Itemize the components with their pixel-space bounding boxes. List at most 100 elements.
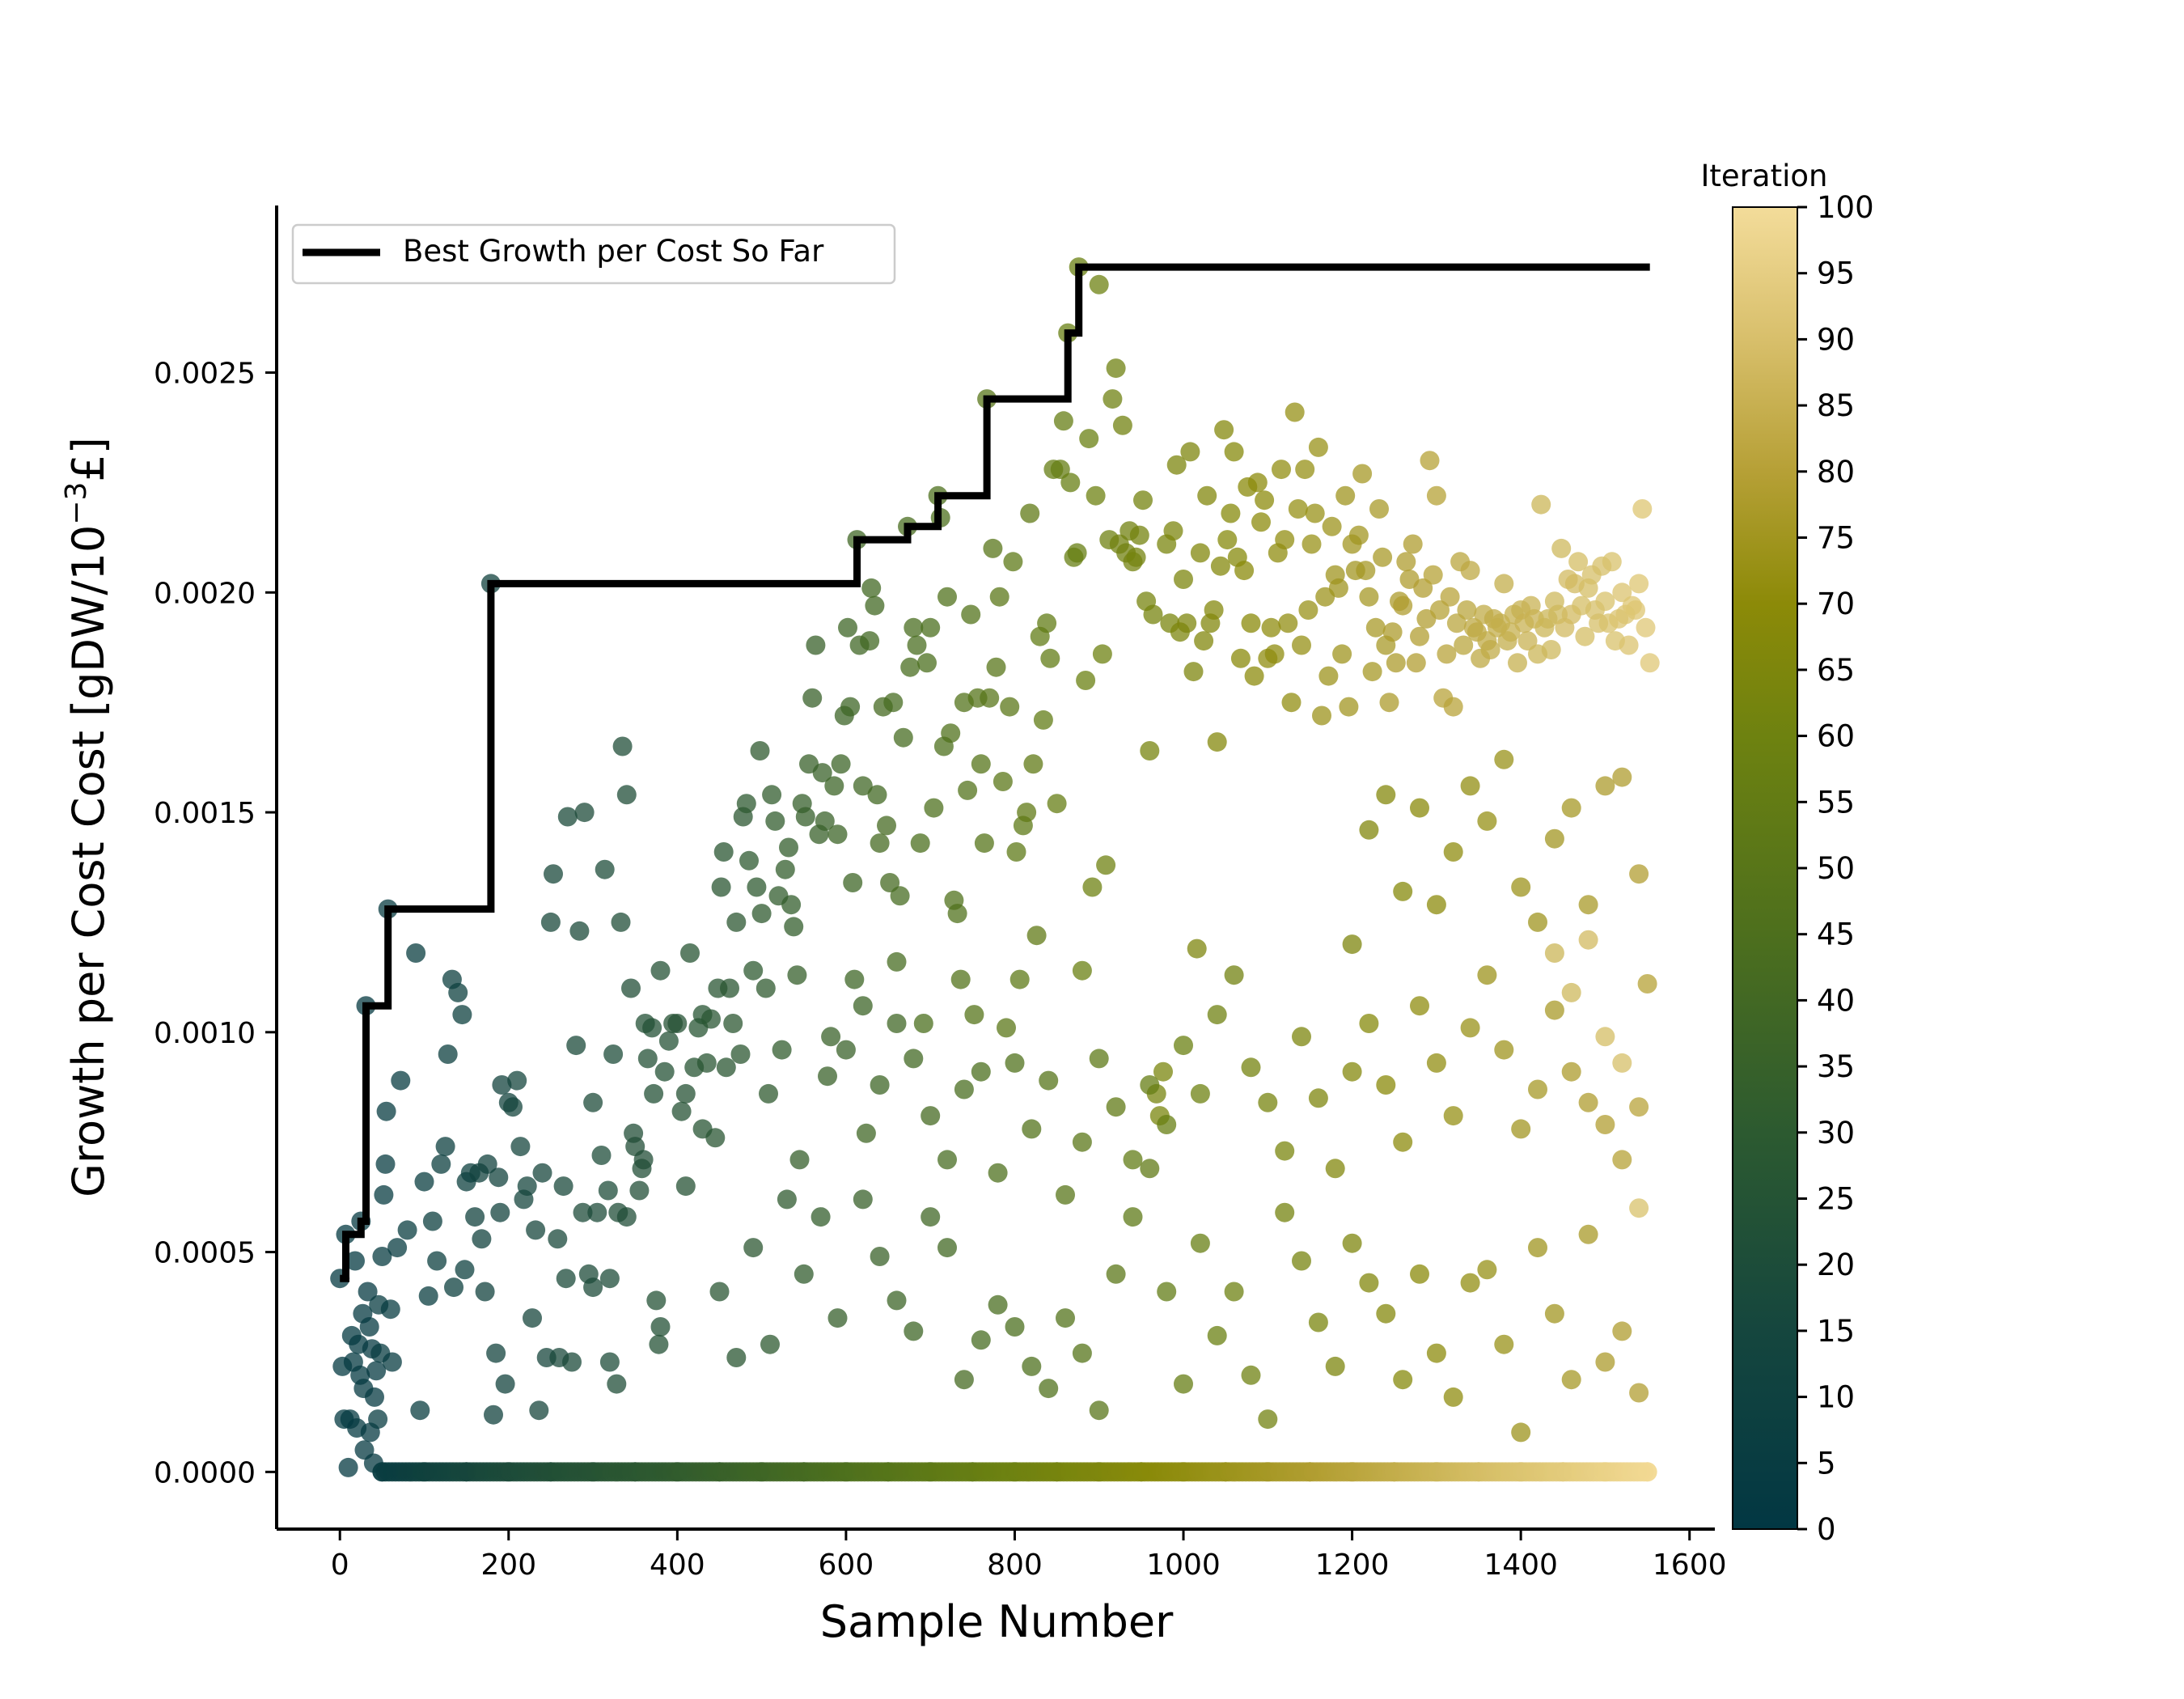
colorbar-title: Iteration (1701, 159, 1828, 193)
data-point (650, 1317, 671, 1337)
colorbar-tick-label: 70 (1817, 587, 1855, 621)
colorbar-tick-label: 75 (1817, 521, 1855, 556)
axes (275, 205, 1715, 1531)
colorbar-tick-label: 85 (1817, 388, 1855, 423)
data-point (1551, 538, 1572, 558)
colorbar-tick-label: 95 (1817, 256, 1855, 291)
data-point (1637, 974, 1657, 994)
data-point (375, 1154, 396, 1174)
y-tick-label: 0.0015 (154, 797, 256, 830)
data-point (1278, 613, 1298, 633)
data-point (359, 1317, 379, 1337)
data-point (490, 1202, 510, 1222)
data-point (1022, 1119, 1042, 1139)
data-point (1578, 1092, 1598, 1112)
data-point (1443, 1387, 1463, 1407)
colorbar-tick-label: 40 (1817, 983, 1855, 1018)
data-point (1373, 547, 1393, 567)
colorbar-tick-label: 45 (1817, 917, 1855, 952)
data-point (1342, 1233, 1362, 1253)
data-point (1072, 1132, 1092, 1152)
data-point (1292, 1251, 1311, 1271)
data-point (1204, 600, 1224, 620)
data-point (1053, 411, 1073, 431)
data-point (544, 864, 563, 884)
data-point (1544, 828, 1564, 849)
data-point (971, 754, 991, 774)
data-point (418, 1286, 438, 1306)
data-point (1106, 1264, 1126, 1284)
data-point (1426, 485, 1446, 506)
scatter-points (330, 257, 1660, 1482)
data-point (523, 1308, 542, 1328)
data-point (1578, 1224, 1598, 1244)
data-point (1352, 464, 1373, 484)
data-point (1039, 1070, 1059, 1091)
data-point (760, 1334, 780, 1354)
data-point (477, 1154, 497, 1174)
data-point (1258, 1092, 1278, 1112)
data-point (526, 1220, 546, 1240)
data-point (893, 727, 913, 748)
data-point (811, 1207, 831, 1227)
data-point (1106, 358, 1126, 379)
data-point (1207, 732, 1227, 752)
data-point (1359, 587, 1379, 607)
data-point (1393, 1370, 1413, 1390)
data-point (1511, 1422, 1531, 1443)
data-point (1251, 512, 1271, 532)
data-point (1365, 617, 1386, 638)
data-point (1000, 697, 1020, 717)
colorbar-tick-label: 30 (1817, 1116, 1855, 1150)
data-point (924, 798, 944, 818)
data-point (658, 1031, 679, 1051)
data-point (988, 1294, 1008, 1315)
data-point (671, 1101, 692, 1121)
data-point (598, 1180, 618, 1201)
data-point (743, 1238, 764, 1258)
data-point (1298, 600, 1318, 620)
data-point (465, 1207, 485, 1227)
data-point (1410, 996, 1429, 1016)
data-point (376, 1101, 396, 1121)
data-point (821, 1027, 841, 1047)
x-tick-label: 1200 (1315, 1549, 1390, 1582)
data-point (1005, 1053, 1025, 1073)
colorbar-tick-label: 50 (1817, 851, 1855, 886)
data-point (1056, 1308, 1075, 1328)
data-point (844, 969, 865, 989)
data-point (1022, 1356, 1042, 1376)
data-point (1612, 1150, 1632, 1170)
data-point (492, 1075, 512, 1095)
data-point (1241, 1057, 1261, 1078)
data-point (599, 1352, 620, 1372)
data-point (406, 943, 426, 963)
data-point (1241, 1365, 1261, 1385)
data-point (887, 951, 907, 972)
data-point (1578, 895, 1598, 915)
data-point (836, 1040, 856, 1060)
data-point (1561, 982, 1581, 1002)
data-point (599, 1269, 620, 1289)
colorbar-tick-label: 35 (1817, 1049, 1855, 1084)
data-point (1359, 1273, 1379, 1293)
data-point (1006, 842, 1026, 862)
data-point (887, 1290, 907, 1311)
data-point (853, 776, 873, 796)
data-point (1255, 490, 1275, 511)
data-point (1382, 622, 1403, 642)
data-point (553, 1176, 574, 1197)
colorbar-tick-label: 5 (1817, 1446, 1836, 1481)
data-point (1403, 534, 1423, 554)
data-point (1140, 1159, 1160, 1179)
data-point (1272, 460, 1291, 480)
data-point (1406, 653, 1426, 673)
data-point (1376, 1075, 1396, 1095)
data-point (1112, 415, 1132, 435)
data-point (747, 877, 767, 897)
data-point (1322, 516, 1342, 536)
data-point (1140, 741, 1160, 761)
data-point (1561, 1061, 1581, 1082)
data-point (1339, 697, 1359, 717)
data-point (1440, 587, 1460, 607)
